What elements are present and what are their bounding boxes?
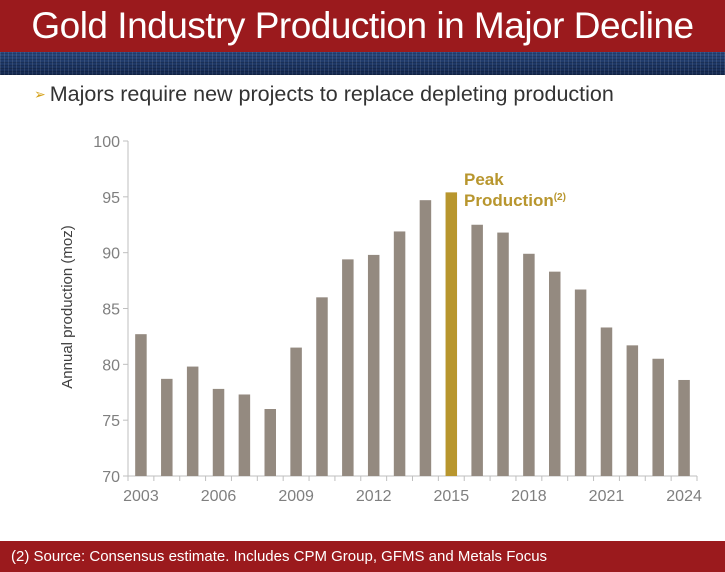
bar-2008 — [264, 409, 276, 476]
footnote: (2) Source: Consensus estimate. Includes… — [11, 548, 548, 565]
annotation-line-1: Peak — [464, 170, 504, 189]
peak-annotation: Peak Production(2) — [464, 170, 566, 210]
bar-2011 — [342, 259, 354, 476]
bar-2013 — [393, 231, 406, 476]
header-bar: Gold Industry Production in Major Declin… — [0, 0, 725, 52]
bar-2023 — [652, 358, 664, 476]
x-tick-label: 2021 — [589, 488, 625, 505]
bar-2009 — [290, 347, 302, 476]
footer-bar: (2) Source: Consensus estimate. Includes… — [0, 541, 725, 572]
x-tick-label: 2003 — [123, 488, 159, 505]
bar-2005 — [186, 366, 199, 476]
bar-2016 — [471, 224, 483, 476]
annotation-sup: (2) — [554, 192, 566, 203]
bar-2012 — [367, 254, 380, 476]
x-tick-label: 2009 — [278, 488, 314, 505]
annotation-line-2-text: Production — [464, 191, 554, 210]
x-tick-label: 2018 — [511, 488, 547, 505]
bar-2021 — [600, 327, 613, 476]
x-tick-label: 2015 — [434, 488, 470, 505]
bar-2014 — [419, 200, 432, 476]
y-tick-label: 85 — [102, 302, 120, 319]
bar-2007 — [238, 394, 251, 476]
bullet-point: ➢ Majors require new projects to replace … — [34, 80, 614, 108]
y-tick-label: 90 — [102, 246, 120, 263]
decorative-strip — [0, 52, 725, 75]
annotation-line-2: Production(2) — [464, 191, 566, 210]
bar-2020 — [574, 289, 587, 476]
bar-2003 — [135, 334, 147, 476]
x-tick-label: 2012 — [356, 488, 392, 505]
bar-2018 — [523, 253, 535, 476]
bar-2017 — [497, 232, 509, 476]
arrow-bullet-icon: ➢ — [34, 86, 46, 102]
y-tick-label: 95 — [102, 190, 120, 207]
y-tick-label: 70 — [102, 469, 120, 486]
slide-title: Gold Industry Production in Major Declin… — [31, 5, 694, 46]
bar-2015-peak — [445, 192, 458, 476]
y-axis-label: Annual production (moz) — [59, 225, 76, 388]
bar-2004 — [161, 378, 173, 476]
x-tick-label: 2024 — [666, 488, 702, 505]
bar-2006 — [212, 388, 225, 476]
y-tick-label: 75 — [102, 413, 120, 430]
x-tick-label: 2006 — [201, 488, 237, 505]
y-tick-label: 80 — [102, 357, 120, 374]
bar-2010 — [316, 297, 328, 476]
y-tick-label: 100 — [93, 134, 120, 151]
bar-2022 — [626, 345, 639, 476]
bar-2019 — [549, 271, 561, 476]
bullet-text: Majors require new projects to replace d… — [49, 82, 614, 106]
production-bar-chart: 70 75 80 85 90 95 100 2003 2006 2009 2012 2015 2018 2… — [59, 134, 702, 505]
bar-2024 — [678, 379, 690, 476]
